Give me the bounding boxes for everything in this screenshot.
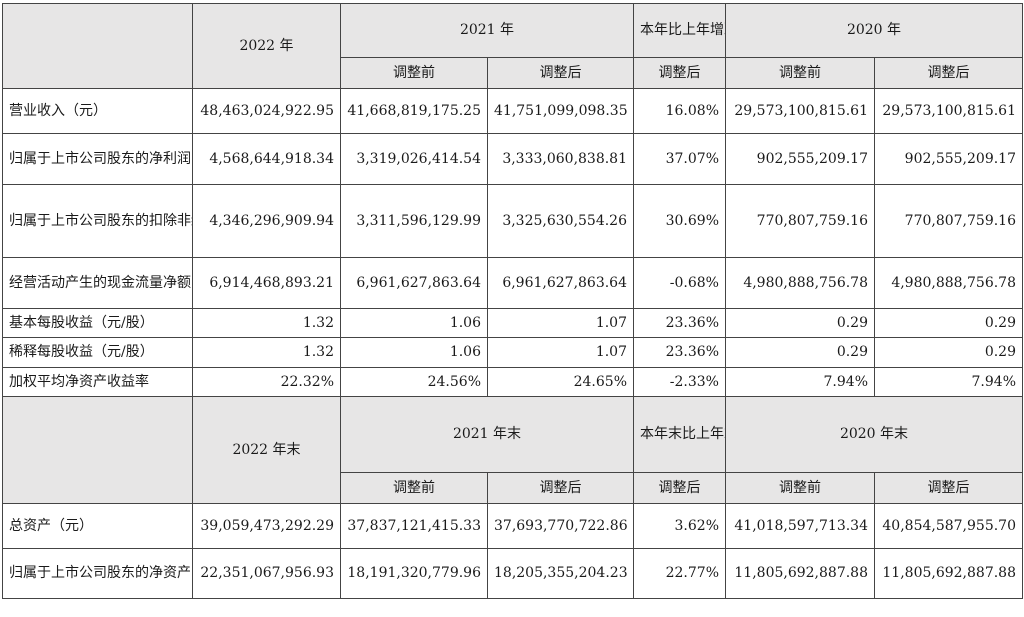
cell-2020-after: 0.29 [874,337,1023,368]
cell-2020-after: 40,854,587,955.70 [874,503,1023,549]
cell-2021-after: 6,961,627,863.64 [487,257,634,309]
row-label: 营业收入（元） [2,88,193,134]
header-change-end: 本年末比上年末增减 [633,396,726,473]
cell-2022: 4,568,644,918.34 [192,133,341,185]
cell-2021-before: 37,837,121,415.33 [340,503,488,549]
cell-2022: 1.32 [192,337,341,368]
cell-2020-before: 0.29 [725,337,875,368]
cell-2020-after: 0.29 [874,308,1023,338]
header-2020: 2020 年 [725,3,1023,58]
cell-2021-before: 24.56% [340,367,488,397]
table-row-net-assets: 归属于上市公司股东的净资产（元） 22,351,067,956.93 18,19… [2,548,1023,599]
header-2022: 2022 年 [192,3,341,89]
header-2022-end: 2022 年末 [192,396,341,504]
header-2021: 2021 年 [340,3,634,58]
header-row-adjust: 调整前 调整后 调整后 调整前 调整后 [3,57,1023,89]
cell-2020-before: 902,555,209.17 [725,133,875,185]
table-row-net-profit: 归属于上市公司股东的净利润（元） 4,568,644,918.34 3,319,… [2,133,1023,185]
row-label: 归属于上市公司股东的净资产（元） [2,548,193,599]
header-2020-end: 2020 年末 [725,396,1023,473]
cell-2021-before: 3,319,026,414.54 [340,133,488,185]
cell-change: 23.36% [633,308,726,338]
row-label: 经营活动产生的现金流量净额（元） [2,257,193,309]
header-change: 本年比上年增减 [633,3,726,58]
cell-2020-after: 7.94% [874,367,1023,397]
cell-2020-before: 41,018,597,713.34 [725,503,875,549]
financial-summary-table: 2022 年 2021 年 本年比上年增减 2020 年 调整前 调整后 调整后… [2,3,1023,599]
cell-2021-after: 3,325,630,554.26 [487,184,634,258]
cell-2022: 39,059,473,292.29 [192,503,341,549]
row-label: 归属于上市公司股东的扣除非经常性损益的净利润（元） [2,184,193,258]
cell-2020-after: 11,805,692,887.88 [874,548,1023,599]
cell-2020-before: 11,805,692,887.88 [725,548,875,599]
cell-2020-after: 4,980,888,756.78 [874,257,1023,309]
cell-2021-before: 41,668,819,175.25 [340,88,488,134]
row-label: 总资产（元） [2,503,193,549]
row-label: 稀释每股收益（元/股） [2,337,193,368]
cell-change: 23.36% [633,337,726,368]
table-row-basic-eps: 基本每股收益（元/股） 1.32 1.06 1.07 23.36% 0.29 0… [2,308,1023,338]
cell-2021-after: 24.65% [487,367,634,397]
cell-2022: 4,346,296,909.94 [192,184,341,258]
cell-2021-before: 3,311,596,129.99 [340,184,488,258]
cell-2021-before: 6,961,627,863.64 [340,257,488,309]
row-label: 基本每股收益（元/股） [2,308,193,338]
cell-2020-before: 4,980,888,756.78 [725,257,875,309]
cell-change: -0.68% [633,257,726,309]
cell-change: -2.33% [633,367,726,397]
header-change-after: 调整后 [633,57,726,89]
header-change-end-after: 调整后 [633,472,726,504]
cell-2022: 22,351,067,956.93 [192,548,341,599]
cell-change: 3.62% [633,503,726,549]
row-label: 加权平均净资产收益率 [2,367,193,397]
row-label: 归属于上市公司股东的净利润（元） [2,133,193,185]
cell-2022: 22.32% [192,367,341,397]
header-row-adjust-2: 调整前 调整后 调整后 调整前 调整后 [3,472,1023,504]
table-row-weighted-roe: 加权平均净资产收益率 22.32% 24.56% 24.65% -2.33% 7… [2,367,1023,397]
cell-change: 22.77% [633,548,726,599]
cell-2021-before: 1.06 [340,337,488,368]
header-2021-end: 2021 年末 [340,396,634,473]
header-2021-before: 调整前 [340,57,488,89]
cell-2020-after: 902,555,209.17 [874,133,1023,185]
table-row-diluted-eps: 稀释每股收益（元/股） 1.32 1.06 1.07 23.36% 0.29 0… [2,337,1023,368]
cell-change: 37.07% [633,133,726,185]
header-2020-end-before: 调整前 [725,472,875,504]
header-2021-after: 调整后 [487,57,634,89]
header-2020-before: 调整前 [725,57,875,89]
header-corner-2 [2,396,193,504]
cell-2022: 1.32 [192,308,341,338]
table-row-net-profit-deducted: 归属于上市公司股东的扣除非经常性损益的净利润（元） 4,346,296,909.… [2,184,1023,258]
table-row-operating-cash-flow: 经营活动产生的现金流量净额（元） 6,914,468,893.21 6,961,… [2,257,1023,309]
cell-2021-before: 18,191,320,779.96 [340,548,488,599]
cell-change: 16.08% [633,88,726,134]
header-row-years: 2022 年 2021 年 本年比上年增减 2020 年 [2,3,1023,89]
cell-2021-after: 3,333,060,838.81 [487,133,634,185]
cell-change: 30.69% [633,184,726,258]
cell-2021-after: 1.07 [487,337,634,368]
header-2020-after: 调整后 [874,57,1023,89]
cell-2021-after: 41,751,099,098.35 [487,88,634,134]
cell-2020-before: 0.29 [725,308,875,338]
table-row-revenue: 营业收入（元） 48,463,024,922.95 41,668,819,175… [2,88,1023,134]
cell-2022: 48,463,024,922.95 [192,88,341,134]
cell-2021-before: 1.06 [340,308,488,338]
header-2020-end-after: 调整后 [874,472,1023,504]
cell-2021-after: 37,693,770,722.86 [487,503,634,549]
header-corner [2,3,193,89]
cell-2021-after: 18,205,355,204.23 [487,548,634,599]
cell-2020-after: 29,573,100,815.61 [874,88,1023,134]
header-2021-end-before: 调整前 [340,472,488,504]
cell-2022: 6,914,468,893.21 [192,257,341,309]
header-2021-end-after: 调整后 [487,472,634,504]
cell-2021-after: 1.07 [487,308,634,338]
cell-2020-after: 770,807,759.16 [874,184,1023,258]
table-row-total-assets: 总资产（元） 39,059,473,292.29 37,837,121,415.… [2,503,1023,549]
cell-2020-before: 29,573,100,815.61 [725,88,875,134]
cell-2020-before: 770,807,759.16 [725,184,875,258]
header-row-year-end: 2022 年末 2021 年末 本年末比上年末增减 2020 年末 [2,396,1023,504]
cell-2020-before: 7.94% [725,367,875,397]
